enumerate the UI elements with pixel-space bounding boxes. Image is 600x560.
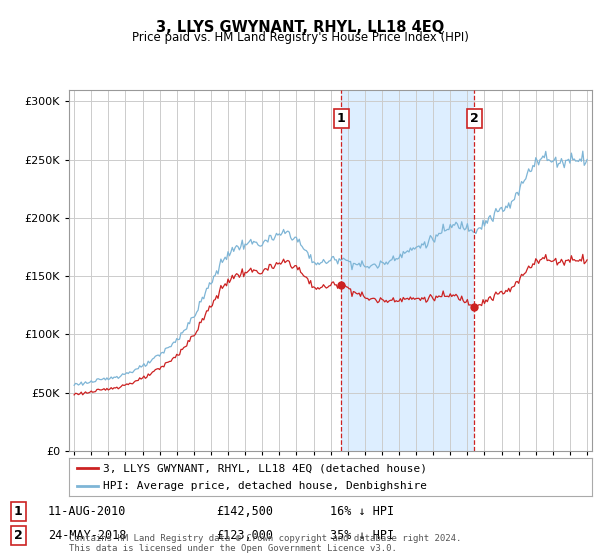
Text: Price paid vs. HM Land Registry's House Price Index (HPI): Price paid vs. HM Land Registry's House … [131,31,469,44]
Text: £142,500: £142,500 [216,505,273,518]
Text: 3, LLYS GWYNANT, RHYL, LL18 4EQ: 3, LLYS GWYNANT, RHYL, LL18 4EQ [156,20,444,35]
Text: 16% ↓ HPI: 16% ↓ HPI [330,505,394,518]
Text: 1: 1 [14,505,22,518]
Text: £123,000: £123,000 [216,529,273,542]
Text: 3, LLYS GWYNANT, RHYL, LL18 4EQ (detached house): 3, LLYS GWYNANT, RHYL, LL18 4EQ (detache… [103,463,427,473]
Text: 24-MAY-2018: 24-MAY-2018 [48,529,127,542]
Bar [341,90,474,451]
Text: HPI: Average price, detached house, Denbighshire: HPI: Average price, detached house, Denb… [103,481,427,491]
Text: 2: 2 [470,112,478,125]
Text: 35% ↓ HPI: 35% ↓ HPI [330,529,394,542]
Text: 11-AUG-2010: 11-AUG-2010 [48,505,127,518]
Text: Contains HM Land Registry data © Crown copyright and database right 2024.
This d: Contains HM Land Registry data © Crown c… [69,534,461,553]
Text: 2: 2 [14,529,22,542]
Text: 1: 1 [337,112,346,125]
